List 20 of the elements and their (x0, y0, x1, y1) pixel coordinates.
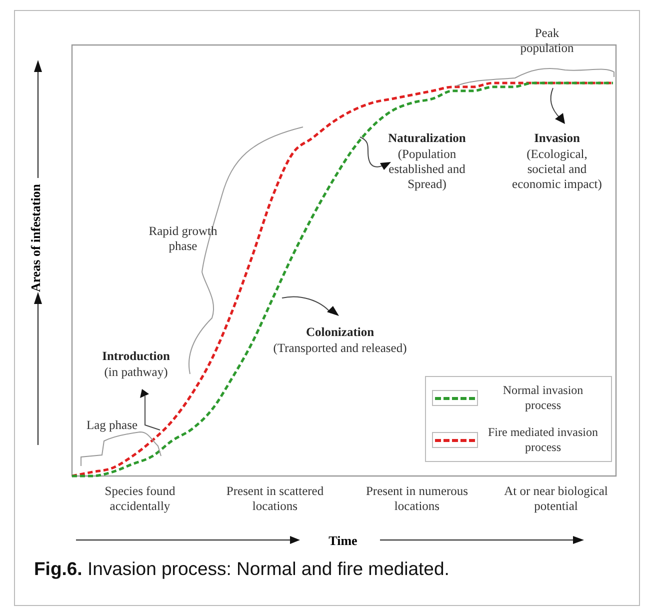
annotation: Colonization (304, 325, 376, 340)
text: At or near biological potential (503, 484, 609, 514)
annotation: Introduction (101, 349, 171, 364)
legend-label: Normal invasion process (502, 383, 584, 413)
text: Peak population (519, 26, 575, 56)
text: Species found accidentally (104, 484, 176, 514)
text: Present in scattered locations (225, 484, 325, 514)
annotation: (Transported and released) (272, 341, 408, 356)
annotation: Invasion (533, 131, 581, 146)
annotation: (Ecological, societal and economic impact) (511, 147, 603, 192)
y-axis-title: Areas of infestation (28, 184, 44, 292)
text: Fig.6. Invasion process: Normal and fire mediated. (34, 558, 450, 580)
annotation: Naturalization (387, 131, 467, 146)
annotation: (Population established and Spread) (388, 147, 466, 192)
text: Present in numerous locations (364, 484, 470, 514)
annotation: Lag phase (85, 418, 139, 433)
annotation: (in pathway) (103, 365, 169, 380)
x-axis-title: Time (328, 533, 358, 549)
annotation: Rapid growth phase (148, 224, 218, 254)
legend-label: Fire mediated invasion process (487, 425, 599, 455)
